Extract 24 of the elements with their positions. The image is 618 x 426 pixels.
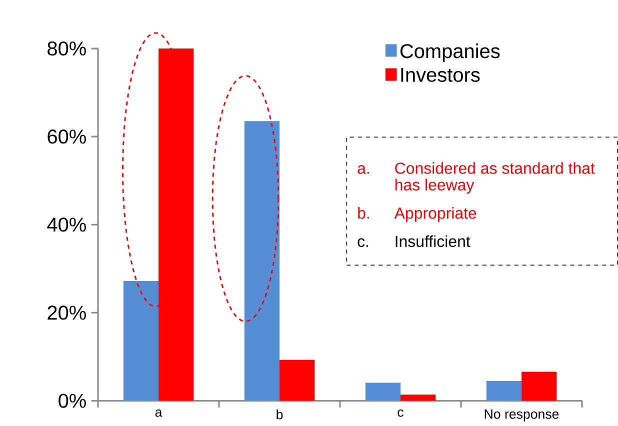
x-tick-label: b bbox=[276, 410, 283, 420]
annotation: b. bbox=[358, 207, 369, 219]
bar bbox=[486, 381, 522, 401]
bar bbox=[244, 121, 280, 401]
y-tick-label: 80% bbox=[48, 42, 86, 56]
x-tick-label: No response bbox=[484, 410, 559, 422]
bar bbox=[123, 281, 159, 401]
x-tick-label: a bbox=[155, 410, 162, 417]
bar bbox=[365, 382, 401, 401]
bar bbox=[522, 372, 557, 401]
y-tick-label: 0% bbox=[58, 394, 86, 408]
annotation: c. bbox=[358, 238, 368, 248]
bar bbox=[280, 360, 315, 401]
legend-label: Companies bbox=[400, 44, 500, 62]
bar bbox=[400, 394, 436, 401]
y-tick-label: 60% bbox=[48, 130, 86, 144]
legend-label: Investors bbox=[401, 68, 480, 82]
y-tick-label: 40% bbox=[47, 218, 86, 232]
annotation: a. bbox=[358, 165, 369, 174]
annotation: Considered as standard that has leeway bbox=[395, 162, 595, 194]
x-tick-label: c bbox=[398, 410, 404, 417]
y-tick-label: 20% bbox=[48, 306, 86, 320]
annotation: Appropriate bbox=[394, 207, 476, 222]
annotation: Insufficient bbox=[396, 235, 470, 248]
